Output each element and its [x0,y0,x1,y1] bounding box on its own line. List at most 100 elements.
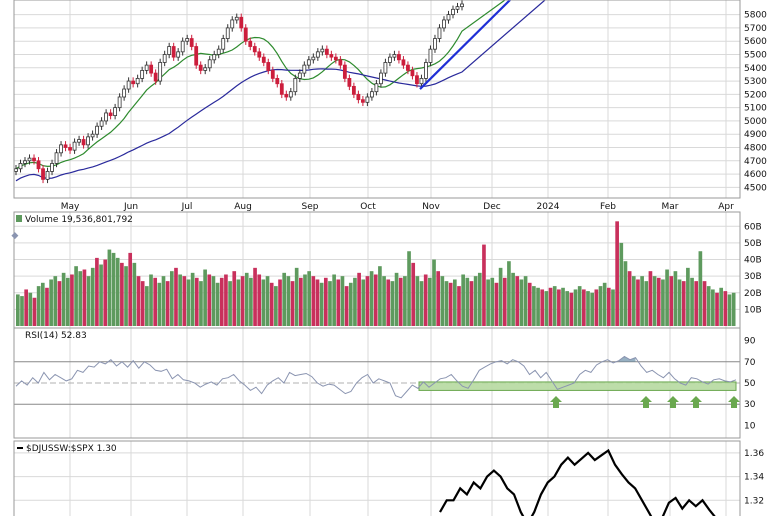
volume-bar [482,244,486,326]
candle-body [140,70,145,79]
long-moving-average [15,0,546,182]
volume-bar [590,292,594,326]
candle-body [369,91,374,98]
volume-bar [303,274,307,326]
volume-bar [644,281,649,326]
volume-bar [419,281,424,326]
volume-bar [20,296,24,326]
volume-bar [440,276,445,326]
price-y-label: 4900 [744,130,767,140]
rsi-legend-icon [11,232,19,240]
candle-body [293,78,298,93]
volume-bar [249,277,253,326]
volume-bar [473,276,478,326]
volume-bar [174,267,178,326]
x-month-label: 2024 [537,202,560,212]
candle-body [261,56,266,63]
candle-body [158,62,163,82]
volume-bar [669,276,674,326]
volume-bar [194,277,199,326]
volume-y-label: 30B [744,272,762,282]
x-month-label: Oct [360,202,376,212]
candle-body [437,27,442,39]
volume-bar [124,266,128,326]
volume-bar [561,287,565,326]
candle-body [104,112,109,122]
volume-bar [661,279,665,326]
volume-bar [536,287,540,326]
candle-body [18,163,23,170]
volume-bar [61,272,66,326]
candle-body [126,80,131,90]
candle-body [433,38,437,50]
candle-body [68,147,72,151]
volume-bar [465,277,470,326]
volume-panel-label: Volume 19,536,801,792 [25,215,133,225]
x-month-label: Nov [422,202,440,212]
rsi-panel-label: RSI(14) 52.83 [25,331,87,341]
candle-body [275,78,280,85]
x-month-label: Aug [234,202,252,212]
candle-body [347,78,352,87]
x-month-label: Dec [483,202,500,212]
volume-bar [686,267,690,326]
rsi-y-label: 30 [744,400,756,410]
x-month-label: Mar [662,202,679,212]
ratio-plot-area [14,441,740,516]
candle-body [424,62,428,79]
volume-bar [702,281,707,326]
volume-bar [577,286,582,326]
price-frame [13,0,741,199]
candle-body [306,59,311,66]
volume-bar [390,281,395,326]
candle-body [252,46,257,53]
candle-body [288,91,293,98]
volume-bar [444,281,449,326]
candle-body [54,152,59,164]
rsi-frame [13,327,741,439]
x-month-label: Jun [123,202,138,212]
volume-bar [586,291,590,326]
volume-bar [373,274,378,326]
rsi-up-arrow [550,396,562,408]
candle-body [149,64,154,74]
candle-body [108,112,113,117]
volume-bar [457,286,461,326]
candle-body [113,107,118,117]
volume-bar [57,281,62,326]
volume-bar [78,271,83,326]
candle-body [360,99,365,103]
candle-body [99,120,104,127]
volume-bar [28,292,33,326]
volume-bar [428,277,432,326]
volume-bar [731,292,736,326]
candle-body [406,64,410,71]
volume-bar [90,267,95,326]
volume-bar [107,249,112,326]
volume-bar [86,276,91,326]
volume-bar [552,286,557,326]
candle-body [230,19,235,29]
volume-bar [215,282,220,326]
volume-bar [565,291,570,326]
volume-bar [261,279,266,326]
rsi-arrows [550,396,740,408]
x-month-label: Apr [718,202,734,212]
volume-bar [477,272,482,326]
price-candles [14,0,464,184]
x-month-label: Sep [302,202,319,212]
volume-bar [344,286,349,326]
candle-body [153,72,158,82]
candle-body [95,125,99,135]
candle-body [365,96,370,103]
volume-bar [178,274,182,326]
volume-bar [394,272,399,326]
rsi-y-label: 90 [744,337,756,347]
volume-bar [49,279,53,326]
candle-body [171,46,176,58]
candle-body [379,72,383,85]
volume-bar [336,279,341,326]
ratio-grid [14,441,740,516]
candle-body [351,85,356,95]
volume-panel: 60B 50B 40B 30B 20B 10B Volume 19,536,801,792 [13,211,762,329]
